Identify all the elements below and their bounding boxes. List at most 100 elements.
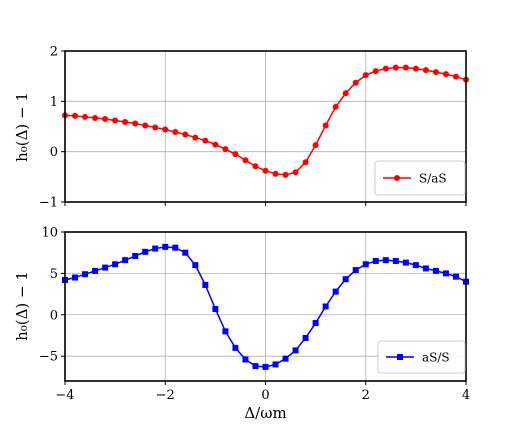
data-point — [222, 146, 229, 153]
data-point — [422, 265, 429, 272]
y-axis-label: h₀(Δ) − 1 — [13, 271, 31, 341]
data-point — [342, 90, 349, 97]
data-point — [442, 270, 449, 277]
data-point — [192, 134, 199, 141]
data-point — [362, 72, 369, 79]
data-point — [372, 257, 379, 264]
top-panel: −1 0 1 2 h₀(Δ) − 1 S/aS — [13, 45, 469, 211]
data-point — [312, 320, 319, 327]
data-point — [122, 118, 129, 125]
x-tick-label: 0 — [261, 388, 269, 403]
x-tick-label: −2 — [156, 388, 175, 403]
x-tick-label: 2 — [362, 388, 370, 403]
data-point — [342, 276, 349, 283]
data-point — [192, 262, 199, 269]
y-tick-label: 0 — [50, 308, 58, 323]
legend-label: aS/S — [422, 351, 450, 365]
data-point — [322, 122, 329, 129]
data-point — [392, 257, 399, 264]
data-point — [282, 171, 289, 178]
data-point — [182, 249, 189, 256]
data-point — [252, 363, 259, 370]
data-point — [402, 64, 409, 71]
data-point — [382, 65, 389, 72]
y-tick-label: −5 — [39, 350, 58, 365]
data-point — [262, 363, 269, 370]
x-tick-label: 4 — [462, 388, 470, 403]
legend-label: S/aS — [419, 172, 447, 186]
data-point — [452, 273, 459, 280]
x-axis-label: Δ/ωm — [244, 404, 286, 422]
data-point — [202, 137, 209, 144]
data-point — [212, 305, 219, 312]
data-point — [302, 159, 309, 166]
data-point — [322, 303, 329, 310]
data-point — [262, 167, 269, 174]
data-point — [132, 120, 139, 127]
legend-marker — [394, 175, 400, 181]
data-point — [352, 79, 359, 86]
data-point — [352, 267, 359, 274]
data-point — [112, 261, 119, 268]
y-tick-label: 5 — [50, 267, 58, 282]
data-point — [282, 355, 289, 362]
data-point — [72, 112, 79, 119]
data-point — [412, 65, 419, 72]
data-point — [142, 122, 149, 129]
data-point — [232, 151, 239, 158]
data-point — [162, 243, 169, 250]
data-point — [232, 344, 239, 351]
y-tick-label: 2 — [50, 45, 58, 60]
data-point — [92, 114, 99, 121]
legend-marker — [397, 354, 403, 360]
data-point — [442, 71, 449, 78]
data-point — [412, 262, 419, 269]
y-tick-label: 10 — [41, 226, 58, 241]
data-point — [292, 347, 299, 354]
legend-box — [377, 340, 466, 374]
data-point — [172, 129, 179, 136]
data-point — [152, 124, 159, 131]
data-point — [122, 257, 129, 264]
data-point — [392, 64, 399, 71]
data-point — [452, 73, 459, 80]
data-point — [112, 117, 119, 124]
data-point — [182, 131, 189, 138]
data-point — [102, 264, 109, 271]
data-point — [292, 169, 299, 176]
data-point — [332, 288, 339, 295]
data-point — [332, 103, 339, 110]
data-point — [212, 141, 219, 148]
legend-box — [374, 160, 466, 196]
data-point — [82, 271, 89, 278]
data-point — [72, 274, 79, 281]
data-point — [432, 267, 439, 274]
data-point — [222, 328, 229, 335]
data-point — [252, 163, 259, 170]
data-point — [302, 334, 309, 341]
data-point — [92, 267, 99, 274]
data-point — [432, 69, 439, 76]
data-point — [82, 113, 89, 120]
data-point — [152, 245, 159, 252]
data-point — [312, 142, 319, 149]
legend: aS/S — [377, 340, 466, 374]
data-point — [402, 259, 409, 266]
data-point — [242, 157, 249, 164]
data-point — [372, 68, 379, 75]
data-point — [102, 115, 109, 122]
data-point — [142, 248, 149, 255]
data-point — [242, 356, 249, 363]
data-point — [202, 281, 209, 288]
data-point — [272, 361, 279, 368]
y-tick-label: 0 — [50, 145, 58, 160]
y-tick-label: 1 — [50, 95, 58, 110]
data-point — [362, 261, 369, 268]
data-point — [162, 126, 169, 133]
data-point — [422, 67, 429, 74]
data-point — [272, 170, 279, 177]
legend: S/aS — [374, 160, 466, 196]
x-tick-label: −4 — [55, 388, 74, 403]
data-point — [132, 253, 139, 260]
